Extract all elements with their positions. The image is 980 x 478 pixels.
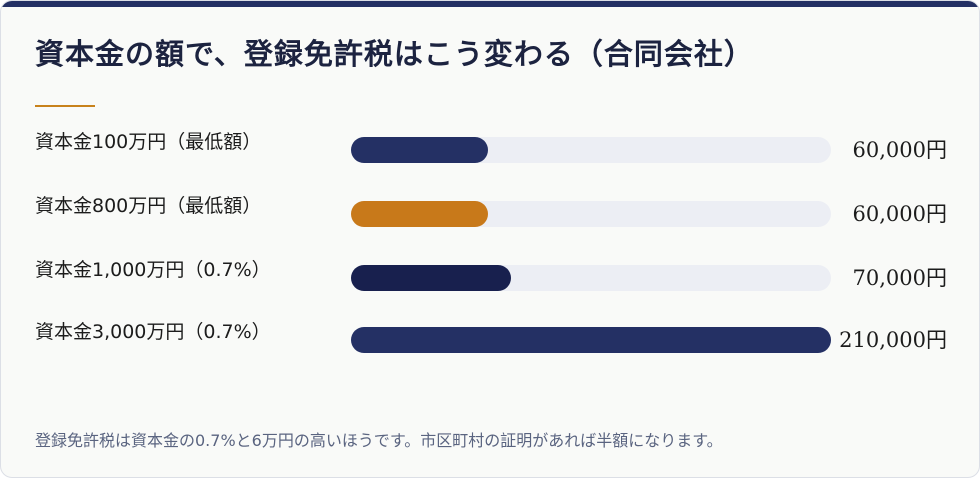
- bar: [351, 201, 489, 227]
- bar-value-label: 210,000円: [839, 328, 947, 352]
- footnote: 登録免許税は資本金の0.7%と6万円の高いほうです。市区町村の証明があれば半額に…: [35, 431, 723, 450]
- bar-track: [351, 265, 831, 291]
- bar-value-label: 70,000円: [852, 266, 947, 290]
- bar: [351, 265, 511, 291]
- bar: [351, 327, 831, 353]
- bar-label: 資本金3,000万円（0.7%）: [35, 321, 271, 343]
- bar-value-label: 60,000円: [852, 202, 947, 226]
- bar-label: 資本金100万円（最低額）: [35, 131, 262, 153]
- bar-track: [351, 137, 831, 163]
- title-underline: [35, 105, 95, 107]
- bar-value-label: 60,000円: [852, 138, 947, 162]
- top-accent-bar: [1, 1, 979, 7]
- bar-label: 資本金1,000万円（0.7%）: [35, 259, 271, 281]
- bar: [351, 137, 489, 163]
- bar-label: 資本金800万円（最低額）: [35, 195, 262, 217]
- bar-track: [351, 327, 831, 353]
- bar-track: [351, 201, 831, 227]
- chart-title: 資本金の額で、登録免許税はこう変わる（合同会社）: [35, 37, 754, 71]
